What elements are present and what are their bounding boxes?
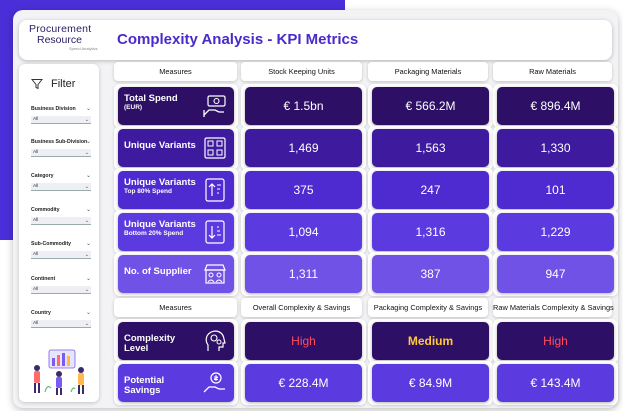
- metric-label: No. of Supplier: [124, 266, 192, 277]
- value-cell: 1,316: [372, 213, 489, 251]
- funnel-icon: [31, 79, 43, 90]
- value-cell: 387: [372, 255, 489, 293]
- filter-continent: Continent ⌄ All ⌄: [31, 276, 91, 294]
- header-measures: Measures: [114, 62, 237, 81]
- metric-unique-variants: Unique Variants: [118, 129, 234, 167]
- chevron-down-icon[interactable]: ⌄: [85, 310, 91, 316]
- value-cell: 1,563: [372, 129, 489, 167]
- sort-up-icon: [205, 178, 225, 202]
- filter-select-country[interactable]: All ⌄: [31, 320, 91, 328]
- complexity-value: High: [245, 322, 362, 360]
- logo-tagline: Spend Analytics: [69, 46, 98, 51]
- metric-label: Unique Variants: [124, 140, 196, 151]
- dropdown-arrow-icon: ⌄: [84, 218, 89, 224]
- filter-select-category[interactable]: All ⌄: [31, 183, 91, 191]
- logo-line2: Resource: [37, 34, 82, 46]
- metric-label: Potential Savings: [124, 375, 165, 396]
- chevron-down-icon[interactable]: ⌄: [85, 276, 91, 282]
- metric-label: Complexity Level: [124, 333, 176, 354]
- value-cell: 1,330: [497, 129, 614, 167]
- value-cell: 1,311: [245, 255, 362, 293]
- value-cell: 1,469: [245, 129, 362, 167]
- metric-unique-variants-top: Unique Variants Top 80% Spend: [118, 171, 234, 209]
- filter-label-commodity: Commodity: [31, 207, 60, 213]
- filter-select-continent[interactable]: All ⌄: [31, 286, 91, 294]
- value-cell: € 896.4M: [497, 87, 614, 125]
- value-cell: € 84.9M: [372, 364, 489, 402]
- header-raw: Raw Materials: [493, 62, 612, 81]
- savings-coin-icon: [203, 372, 225, 393]
- filter-country: Country ⌄ All ⌄: [31, 310, 91, 328]
- metric-sublabel: (EUR): [124, 104, 143, 111]
- value-cell: 375: [245, 171, 362, 209]
- filter-label-sub-commodity: Sub-Commodity: [31, 241, 72, 247]
- metric-label: Unique Variants: [124, 177, 196, 188]
- filter-commodity: Commodity ⌄ All ⌄: [31, 207, 91, 225]
- filter-sub-commodity: Sub-Commodity ⌄ All ⌄: [31, 241, 91, 259]
- filter-select-business-sub-division[interactable]: All ⌄: [31, 149, 91, 157]
- filter-header[interactable]: Filter: [31, 78, 75, 90]
- value-cell: 1,094: [245, 213, 362, 251]
- team-illustration: [34, 349, 84, 395]
- filter-label-business-sub-division: Business Sub-Division: [31, 139, 88, 145]
- complexity-value: High: [497, 322, 614, 360]
- metric-label: Unique Variants: [124, 219, 196, 230]
- filter-business-sub-division: Business Sub-Division ⌄ All ⌄: [31, 139, 91, 157]
- value-cell: € 143.4M: [497, 364, 614, 402]
- supplier-store-icon: [204, 264, 226, 284]
- filter-label-category: Category: [31, 173, 54, 179]
- header-overall-complexity: Overall Complexity & Savings: [241, 298, 362, 317]
- chevron-down-icon[interactable]: ⌄: [85, 106, 91, 112]
- variants-box-icon: [204, 137, 226, 159]
- metric-total-spend: Total Spend (EUR): [118, 87, 234, 125]
- metric-sublabel: Bottom 20% Spend: [124, 230, 184, 237]
- dropdown-arrow-icon: ⌄: [84, 184, 89, 190]
- filter-select-business-division[interactable]: All ⌄: [31, 116, 91, 124]
- sort-down-icon: [205, 220, 225, 244]
- filter-label-continent: Continent: [31, 276, 56, 282]
- page-title: Complexity Analysis - KPI Metrics: [117, 31, 359, 48]
- header-bar: Procurement Resource Spend Analytics Com…: [19, 20, 612, 60]
- filter-sidebar: Filter Business Division ⌄ All ⌄ Business…: [19, 64, 99, 402]
- gears-head-icon: [205, 330, 226, 351]
- filter-label-country: Country: [31, 310, 51, 316]
- header-packaging-complexity: Packaging Complexity & Savings: [368, 298, 488, 317]
- dropdown-arrow-icon: ⌄: [84, 252, 89, 258]
- value-cell: € 228.4M: [245, 364, 362, 402]
- metric-sublabel: Top 80% Spend: [124, 188, 172, 195]
- chevron-down-icon[interactable]: ⌄: [85, 173, 91, 179]
- value-cell: € 1.5bn: [245, 87, 362, 125]
- metric-label: Total Spend: [124, 93, 178, 104]
- filter-category: Category ⌄ All ⌄: [31, 173, 91, 191]
- filter-select-sub-commodity[interactable]: All ⌄: [31, 251, 91, 259]
- value-cell: € 566.2M: [372, 87, 489, 125]
- value-cell: 1,229: [497, 213, 614, 251]
- filter-label: Filter: [51, 78, 76, 90]
- dropdown-arrow-icon: ⌄: [84, 321, 89, 327]
- metric-unique-variants-bottom: Unique Variants Bottom 20% Spend: [118, 213, 234, 251]
- filter-select-commodity[interactable]: All ⌄: [31, 217, 91, 225]
- metric-potential-savings: Potential Savings: [118, 364, 234, 402]
- metric-complexity-level: Complexity Level: [118, 322, 234, 360]
- chevron-down-icon[interactable]: ⌄: [85, 241, 91, 247]
- header-packaging: Packaging Materials: [368, 62, 488, 81]
- dropdown-arrow-icon: ⌄: [84, 287, 89, 293]
- header-raw-complexity: Raw Materials Complexity & Savings: [493, 298, 614, 317]
- value-cell: 247: [372, 171, 489, 209]
- dropdown-arrow-icon: ⌄: [84, 117, 89, 123]
- money-hand-icon: [203, 95, 226, 117]
- logo-line1: Procurement: [29, 23, 92, 35]
- header-sku: Stock Keeping Units: [241, 62, 362, 81]
- filter-label-business-division: Business Division: [31, 106, 76, 112]
- filter-business-division: Business Division ⌄ All ⌄: [31, 106, 91, 124]
- metric-no-of-supplier: No. of Supplier: [118, 255, 234, 293]
- header-measures-2: Measures: [114, 298, 237, 317]
- dropdown-arrow-icon: ⌄: [84, 150, 89, 156]
- complexity-value: Medium: [372, 322, 489, 360]
- chevron-down-icon[interactable]: ⌄: [85, 207, 91, 213]
- value-cell: 947: [497, 255, 614, 293]
- logo: Procurement Resource Spend Analytics: [29, 24, 109, 56]
- chevron-down-icon[interactable]: ⌄: [85, 139, 91, 145]
- value-cell: 101: [497, 171, 614, 209]
